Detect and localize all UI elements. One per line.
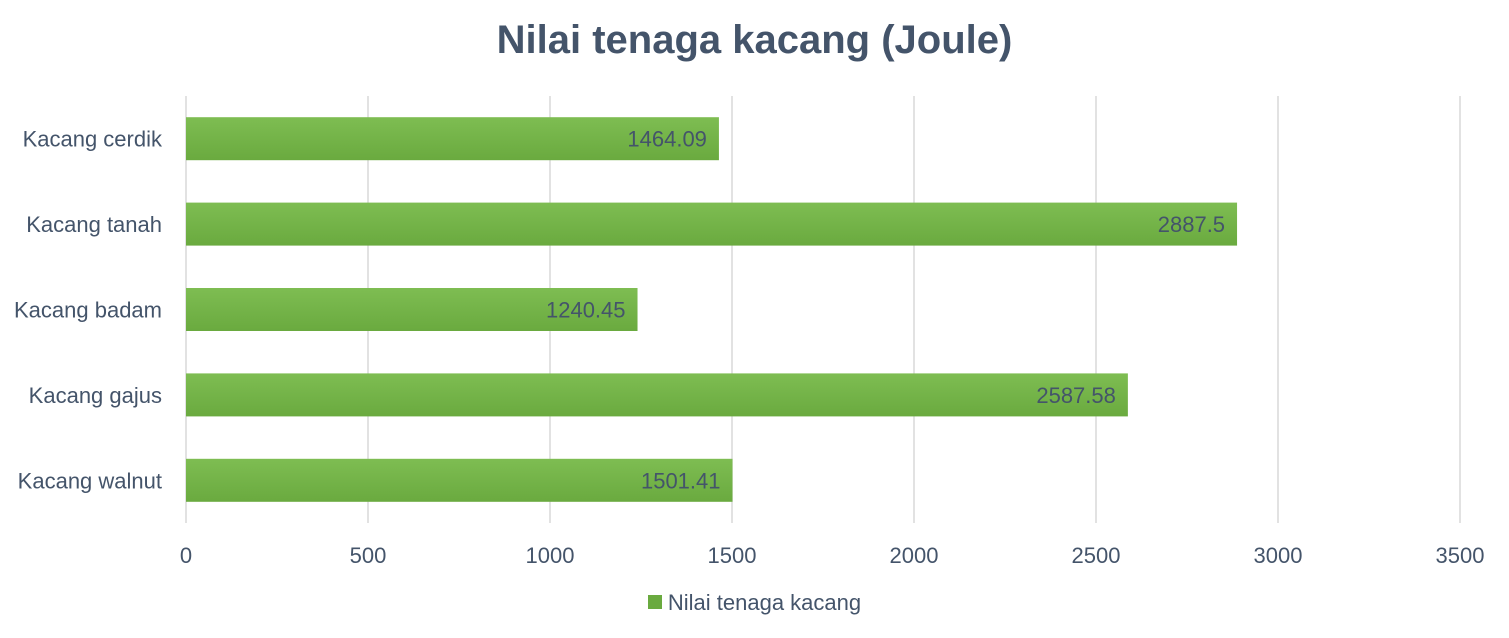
legend: Nilai tenaga kacang <box>0 590 1509 616</box>
data-label: 2887.5 <box>1158 212 1225 237</box>
x-tick-label: 2500 <box>1072 543 1121 568</box>
x-tick-label: 3500 <box>1436 543 1485 568</box>
legend-swatch <box>647 595 662 610</box>
bar <box>186 373 1128 417</box>
x-tick-label: 1000 <box>526 543 575 568</box>
bar <box>186 202 1238 246</box>
x-tick-label: 500 <box>350 543 387 568</box>
bar <box>186 458 733 502</box>
category-label: Kacang tanah <box>26 212 162 237</box>
bar <box>186 117 719 161</box>
category-label: Kacang badam <box>14 298 162 323</box>
data-label: 1501.41 <box>641 468 721 493</box>
category-label: Kacang walnut <box>18 468 162 493</box>
data-label: 1464.09 <box>627 127 707 152</box>
x-tick-label: 3000 <box>1254 543 1303 568</box>
category-label: Kacang gajus <box>29 383 162 408</box>
data-label: 1240.45 <box>546 298 626 323</box>
category-label: Kacang cerdik <box>23 127 163 152</box>
data-label: 2587.58 <box>1036 383 1116 408</box>
x-tick-label: 0 <box>180 543 192 568</box>
chart-title: Nilai tenaga kacang (Joule) <box>496 18 1013 62</box>
x-tick-label: 2000 <box>890 543 939 568</box>
x-tick-label: 1500 <box>708 543 757 568</box>
legend-label: Nilai tenaga kacang <box>667 590 862 615</box>
bar <box>186 288 638 331</box>
